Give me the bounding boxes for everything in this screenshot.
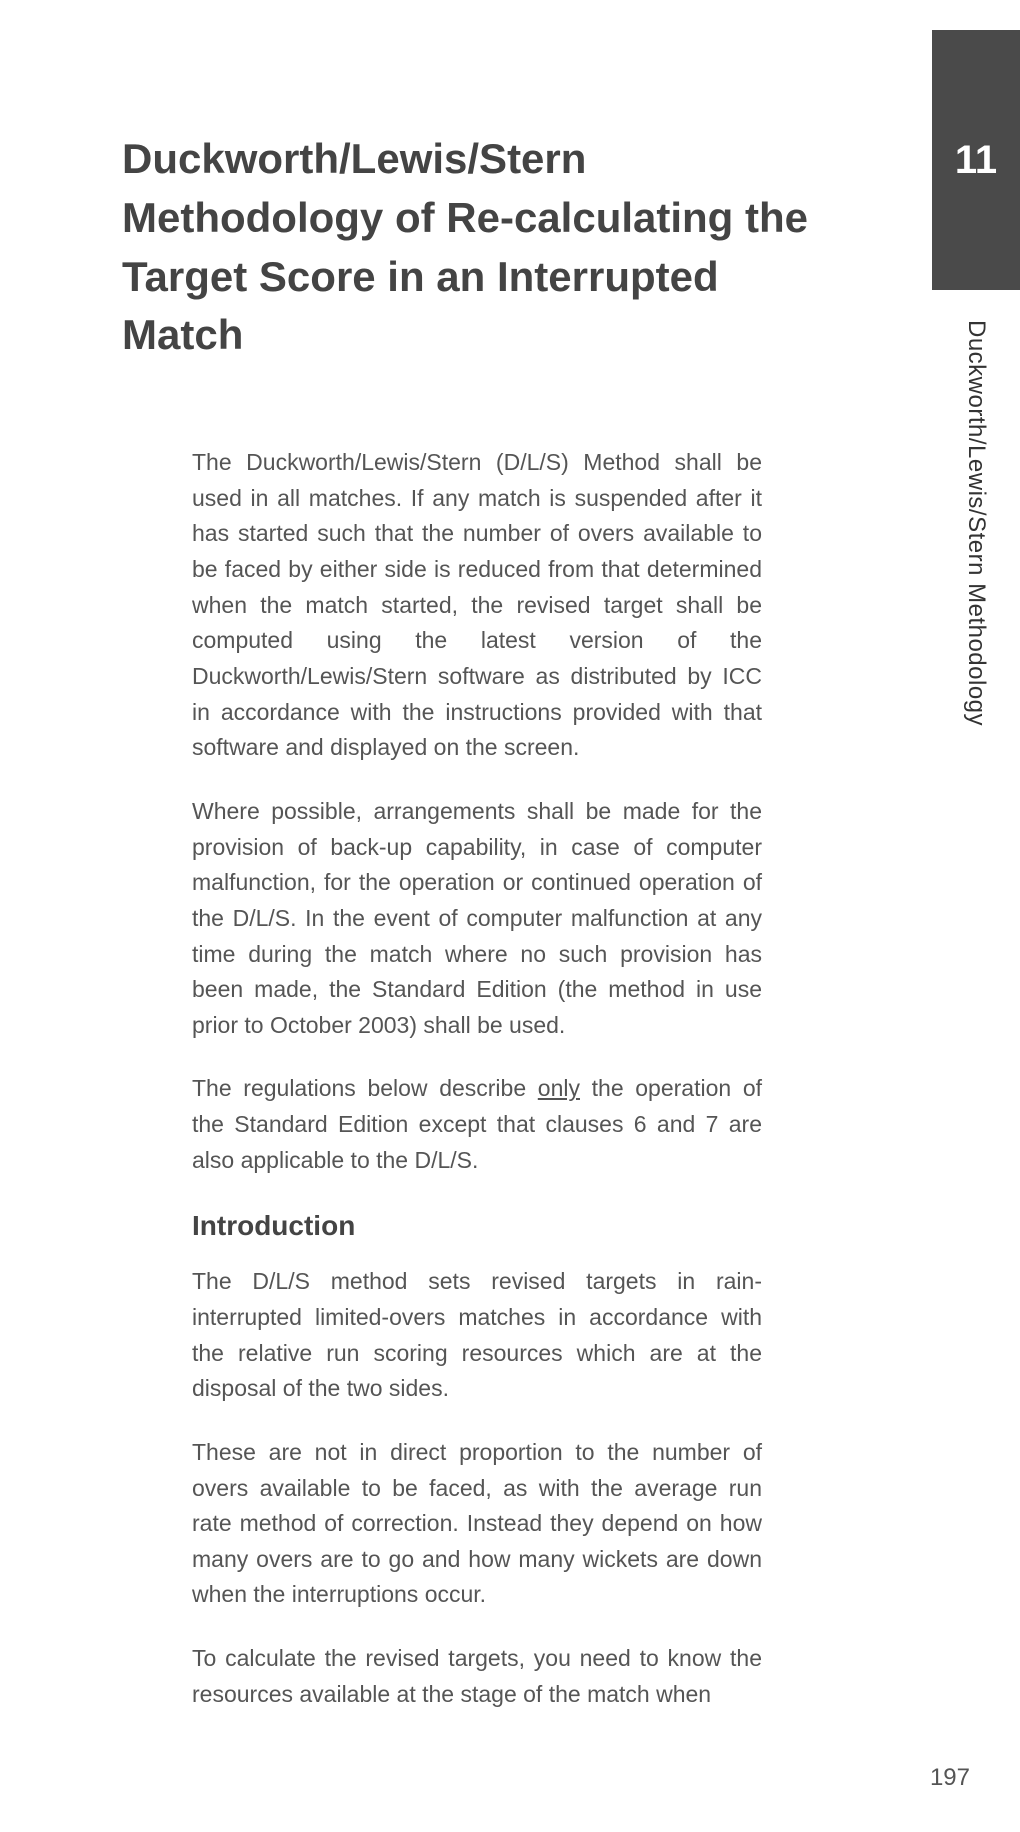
page-content: Duckworth/Lewis/Stern Methodology of Re-… (122, 130, 822, 1740)
body-text-block: The Duckworth/Lewis/Stern (D/L/S) Method… (192, 445, 762, 1712)
paragraph-2: Where possible, arrangements shall be ma… (192, 794, 762, 1043)
chapter-number: 11 (955, 138, 997, 183)
paragraph-6: To calculate the revised targets, you ne… (192, 1641, 762, 1712)
paragraph-5: These are not in direct proportion to th… (192, 1435, 762, 1613)
paragraph-1: The Duckworth/Lewis/Stern (D/L/S) Method… (192, 445, 762, 766)
side-running-title: Duckworth/Lewis/Stern Methodology (962, 320, 990, 726)
page-number: 197 (930, 1764, 970, 1792)
page-title: Duckworth/Lewis/Stern Methodology of Re-… (122, 130, 822, 365)
paragraph-4: The D/L/S method sets revised targets in… (192, 1264, 762, 1407)
p3-pre: The regulations below describe (192, 1075, 538, 1101)
chapter-tab: 11 (932, 30, 1020, 290)
p3-underlined-word: only (538, 1075, 580, 1101)
introduction-heading: Introduction (192, 1210, 762, 1242)
paragraph-3: The regulations below describe only the … (192, 1071, 762, 1178)
